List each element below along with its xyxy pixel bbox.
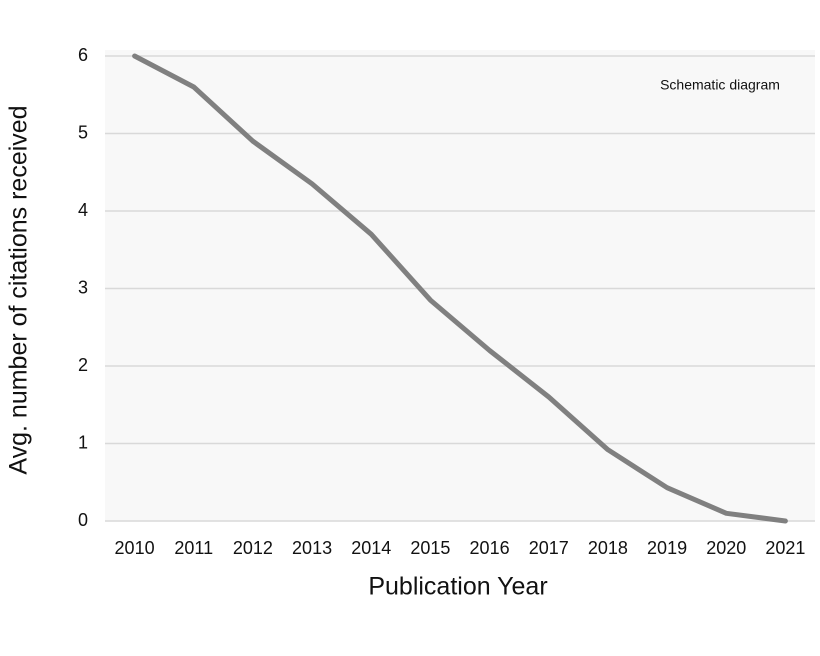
x-tick-label: 2019 [647,538,687,558]
y-tick-label: 3 [78,277,88,297]
x-tick-label: 2010 [115,538,155,558]
x-tick-label: 2018 [588,538,628,558]
x-axis-title: Publication Year [368,573,547,601]
y-tick-label: 2 [78,355,88,375]
x-tick-label: 2017 [529,538,569,558]
x-tick-label: 2013 [292,538,332,558]
annotation: Schematic diagram [660,77,780,93]
x-tick-label: 2012 [233,538,273,558]
y-tick-label: 5 [78,122,88,142]
x-tick-label: 2015 [410,538,450,558]
plot-area [105,50,815,521]
y-tick-label: 4 [78,200,88,220]
x-tick-label: 2020 [706,538,746,558]
x-tick-label: 2014 [351,538,391,558]
x-tick-label: 2011 [174,538,213,558]
x-tick-label: 2021 [765,538,805,558]
y-tick-label: 6 [78,45,88,65]
y-tick-label: 1 [78,432,88,452]
y-tick-label: 0 [78,510,88,530]
data-line [132,53,788,524]
y-axis-title: Avg. number of citations received [5,105,33,474]
x-tick-label: 2016 [470,538,510,558]
